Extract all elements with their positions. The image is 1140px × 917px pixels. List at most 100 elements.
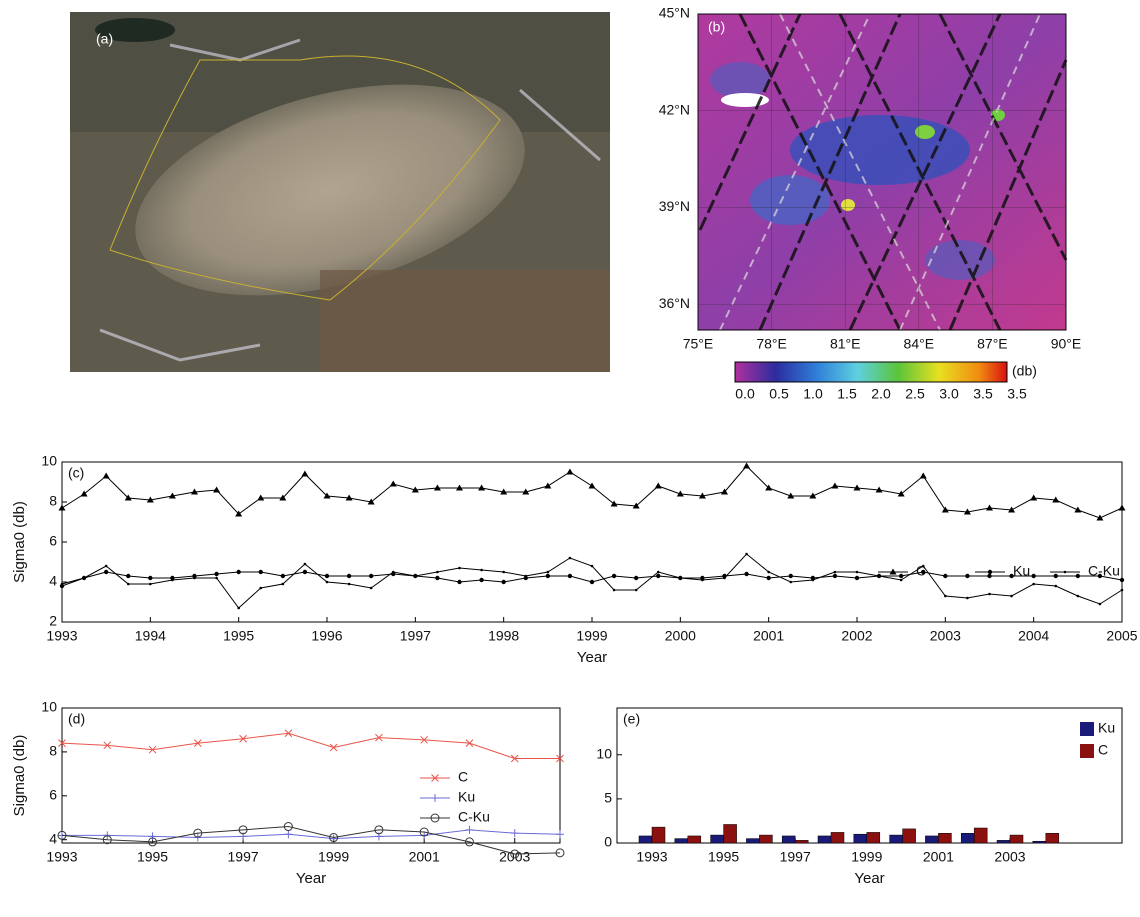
colorbar-label: 3.5: [973, 386, 993, 402]
data-point: [1098, 602, 1102, 606]
data-point: [58, 739, 66, 747]
data-point: [611, 573, 617, 579]
data-point: [745, 552, 748, 556]
data-point: [420, 735, 429, 744]
data-point: [899, 578, 903, 582]
data-point: [524, 574, 528, 578]
data-point: [436, 570, 439, 574]
data-point: [1031, 573, 1036, 579]
data-point: [921, 569, 926, 575]
data-point: [411, 486, 419, 493]
data-point: [556, 830, 564, 839]
x-tick-label: 1997: [400, 628, 431, 644]
data-point: [126, 582, 130, 586]
data-point: [1075, 573, 1081, 579]
legend-swatch: [1080, 744, 1094, 758]
x-tick-label: 1995: [708, 849, 739, 865]
data-point: [457, 579, 462, 585]
tracks: [698, 13, 1068, 331]
data-point: [766, 575, 771, 581]
data-point: [510, 829, 519, 838]
data-point: [237, 606, 240, 610]
panel-label: (a): [96, 31, 113, 47]
x-axis-title: Year: [577, 649, 607, 666]
legend-label: C: [458, 769, 468, 785]
data-point: [215, 576, 218, 580]
data-point: [239, 734, 247, 743]
data-point: [57, 830, 67, 840]
data-point: [148, 832, 157, 841]
bar: [925, 835, 939, 844]
data-point: [701, 578, 704, 582]
legend-marker: [430, 813, 440, 823]
data-point: [965, 573, 970, 579]
data-point: [721, 488, 728, 495]
data-point: [281, 582, 285, 586]
data-point: [919, 472, 927, 479]
data-point: [102, 835, 112, 845]
data-point: [80, 490, 88, 497]
satellite-image: (a): [70, 12, 610, 372]
x-tick-label: 2003: [499, 849, 530, 865]
data-point: [480, 568, 483, 572]
y-tick-label: 10: [41, 453, 57, 469]
data-point: [833, 570, 837, 574]
data-point: [214, 571, 219, 577]
data-point: [258, 569, 263, 575]
data-point: [610, 500, 618, 507]
y-tick-label: 42°N: [659, 101, 690, 117]
data-point: [944, 594, 947, 598]
bar: [960, 833, 975, 844]
data-point: [146, 496, 154, 503]
data-point: [987, 573, 992, 579]
colorbar: [734, 361, 1008, 383]
bar: [866, 832, 881, 844]
data-point: [743, 462, 751, 469]
data-point: [238, 825, 248, 835]
x-tick-label: 2000: [665, 628, 696, 644]
x-tick-label: 2002: [841, 628, 872, 644]
plot-frame: [616, 707, 1123, 844]
colorbar-label: 1.0: [803, 386, 823, 402]
x-tick-label: 1996: [311, 628, 342, 644]
data-point: [1119, 577, 1125, 583]
data-point: [433, 484, 441, 491]
data-point: [1096, 514, 1104, 521]
data-point: [303, 562, 307, 566]
data-point: [302, 569, 308, 575]
y-tick-label: 4: [49, 830, 57, 846]
data-point: [943, 573, 948, 579]
data-point: [193, 828, 203, 838]
data-point: [149, 582, 152, 586]
data-point: [1097, 573, 1103, 579]
data-point: [963, 508, 971, 515]
legend-marker: [889, 568, 897, 575]
data-point: [325, 580, 329, 584]
data-point: [82, 576, 86, 580]
x-tick-label: 1999: [851, 849, 882, 865]
data-point: [1053, 573, 1058, 579]
colorbar-label: 0.5: [769, 386, 789, 402]
x-axis-title: Year: [854, 870, 884, 887]
data-point: [789, 580, 793, 584]
data-point: [391, 570, 395, 574]
colorbar-label: 3.0: [939, 386, 959, 402]
data-point: [168, 492, 176, 499]
data-point: [546, 570, 550, 574]
data-point: [523, 575, 528, 581]
y-tick-label: 8: [49, 493, 57, 509]
data-point: [831, 482, 839, 489]
data-point: [58, 504, 66, 511]
desert: [135, 84, 525, 296]
bar: [996, 840, 1011, 844]
data-point: [126, 573, 131, 579]
data-point: [102, 472, 110, 479]
data-point: [612, 588, 616, 592]
data-point: [988, 592, 991, 596]
series-line: [62, 829, 561, 840]
x-tick-label: 84°E: [904, 336, 935, 352]
bar: [651, 826, 666, 844]
data-point: [855, 570, 859, 574]
data-point: [765, 484, 773, 491]
data-point: [1052, 496, 1060, 503]
